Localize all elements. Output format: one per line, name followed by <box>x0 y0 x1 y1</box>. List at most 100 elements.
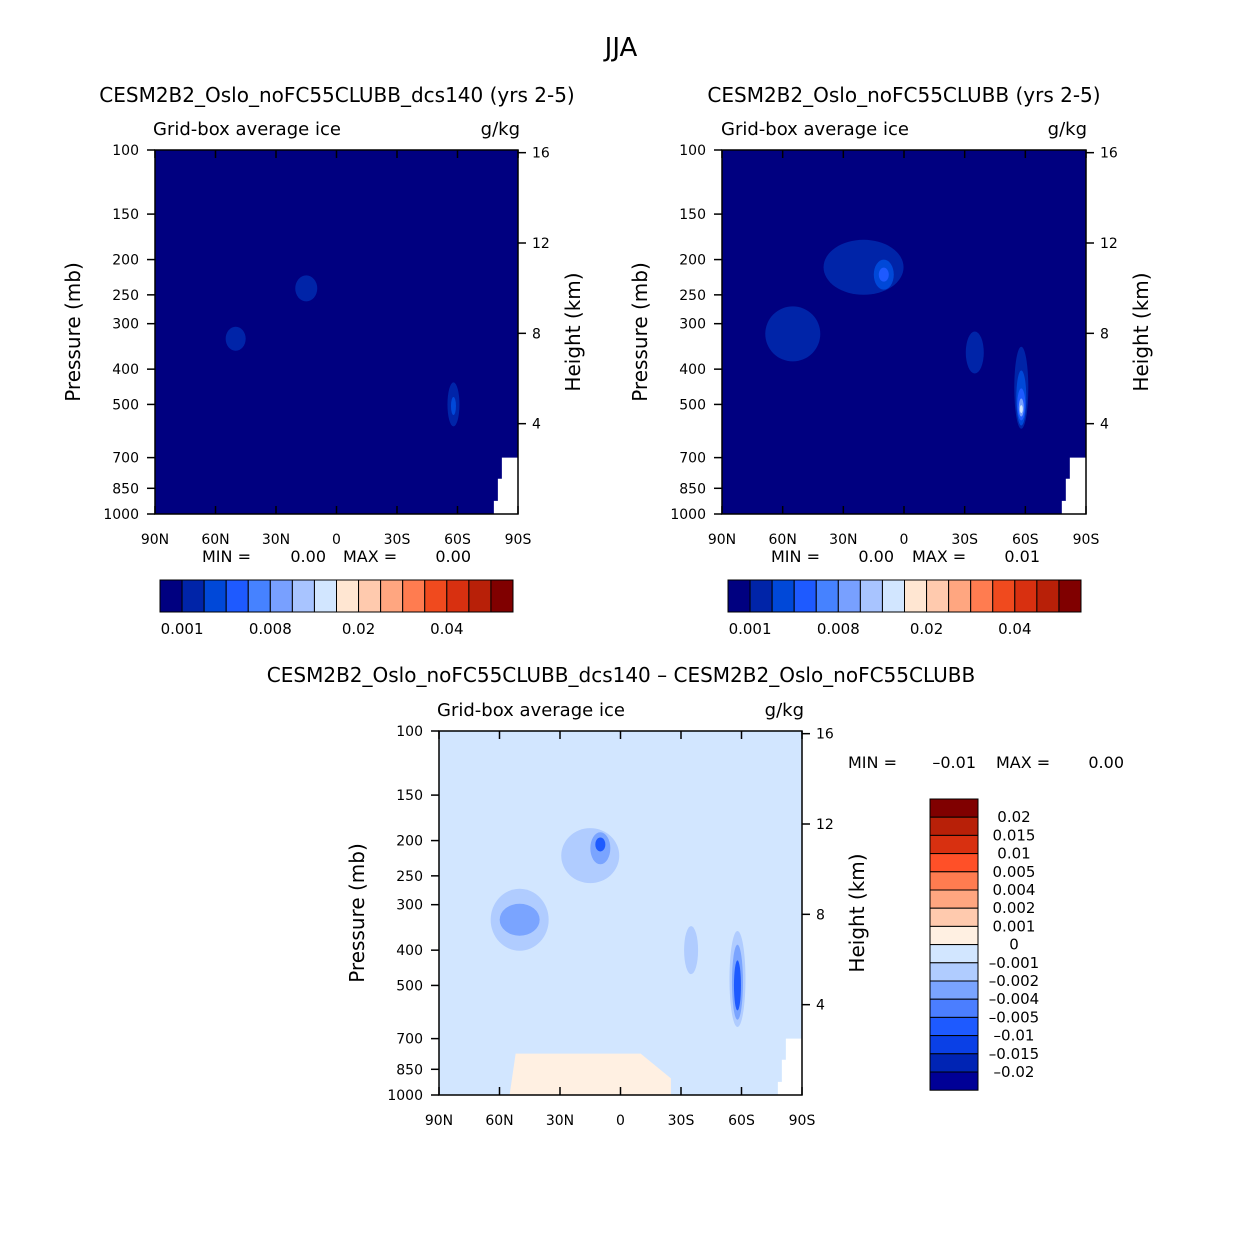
height-tick-label: 8 <box>816 907 825 923</box>
contour-region <box>878 267 889 282</box>
terrain-mask <box>777 1038 802 1095</box>
colorbar-swatch <box>203 579 227 613</box>
panel-3: CESM2B2_Oslo_noFC55CLUBB_dcs140 – CESM2B… <box>267 663 1124 1129</box>
y-tick-label: 700 <box>112 451 139 467</box>
panel-3-plot: 90N 60N 30N 0 30S 60S 90S 100 150 200 250 300 400 500… <box>345 724 869 1129</box>
panel-2-max-value: 0.01 <box>1004 547 1040 566</box>
y-tick-label: 850 <box>112 481 139 497</box>
panel-1-max-value: 0.00 <box>435 547 471 566</box>
colorbar-swatch <box>402 579 426 613</box>
panel-3-title: CESM2B2_Oslo_noFC55CLUBB_dcs140 – CESM2B… <box>267 663 975 687</box>
y-tick-label: 400 <box>679 362 706 378</box>
plot-background <box>155 150 518 514</box>
y-tick-label: 200 <box>112 253 139 269</box>
contour-region <box>595 837 606 852</box>
colorbar-label: –0.015 <box>989 1045 1039 1063</box>
colorbar-swatch <box>749 579 773 613</box>
x-tick-label: 60S <box>444 532 471 548</box>
panel-2-plot: 90N 60N 30N 0 30S 60S 90S 100 150 200 250 300 400 500… <box>628 143 1153 548</box>
y-tick-label: 150 <box>112 207 139 223</box>
y-tick-label: 300 <box>112 317 139 333</box>
colorbar-label: –0.002 <box>989 972 1039 990</box>
colorbar-label: 0.02 <box>910 620 943 638</box>
colorbar-label: 0 <box>1009 936 1019 954</box>
colorbar-swatch <box>225 579 249 613</box>
y-tick-label: 200 <box>396 834 423 850</box>
colorbar-swatch <box>1014 579 1038 613</box>
colorbar-swatch <box>929 1035 979 1055</box>
colorbar-label: 0.004 <box>993 881 1036 899</box>
y-tick-label: 250 <box>679 288 706 304</box>
panel-1-left-label: Grid-box average ice <box>153 119 341 140</box>
colorbar-label: 0.008 <box>249 620 292 638</box>
colorbar-swatch <box>181 579 205 613</box>
panel-2-title: CESM2B2_Oslo_noFC55CLUBB (yrs 2-5) <box>707 83 1100 107</box>
height-tick-label: 12 <box>816 817 834 833</box>
panel-2-left-label: Grid-box average ice <box>721 119 909 140</box>
colorbar-swatch <box>771 579 795 613</box>
x-tick-label: 30N <box>829 532 857 548</box>
colorbar-swatch <box>336 579 360 613</box>
colorbar-swatch <box>948 579 972 613</box>
colorbar-swatch <box>929 944 979 964</box>
terrain-mask <box>493 457 518 514</box>
y-tick-label: 1000 <box>103 507 139 523</box>
colorbar-swatch <box>859 579 883 613</box>
contour-region <box>225 326 246 351</box>
colorbar-swatch <box>929 907 979 927</box>
y-tick-label: 700 <box>396 1032 423 1048</box>
height-tick-label: 8 <box>532 326 541 342</box>
contour-region <box>733 960 741 1011</box>
panel-2-colorbar: 0.001 0.008 0.02 0.04 <box>727 579 1082 638</box>
y-tick-label: 200 <box>679 253 706 269</box>
y-axis-label-right: Height (km) <box>1129 272 1153 391</box>
colorbar-swatch <box>490 579 514 613</box>
x-tick-label: 90S <box>505 532 532 548</box>
colorbar-swatch <box>929 889 979 909</box>
y-tick-label: 100 <box>112 143 139 159</box>
panel-3-max-label: MAX = <box>996 753 1050 772</box>
y-tick-label: 150 <box>679 207 706 223</box>
panel-3-left-label: Grid-box average ice <box>437 700 625 721</box>
colorbar-label: 0.001 <box>729 620 772 638</box>
x-tick-label: 60N <box>485 1113 513 1129</box>
x-tick-label: 90S <box>1073 532 1100 548</box>
colorbar-label: –0.01 <box>994 1027 1035 1045</box>
contour-region <box>684 926 699 975</box>
panel-1-colorbar: 0.001 0.008 0.02 0.04 <box>159 579 514 638</box>
colorbar-swatch <box>904 579 928 613</box>
y-tick-label: 1000 <box>387 1088 423 1104</box>
panel-2: CESM2B2_Oslo_noFC55CLUBB (yrs 2-5) Grid-… <box>628 83 1153 638</box>
y-tick-label: 250 <box>112 288 139 304</box>
panel-3-min-label: MIN = <box>848 753 897 772</box>
colorbar-swatch <box>815 579 839 613</box>
colorbar-swatch <box>881 579 905 613</box>
colorbar-swatch <box>970 579 994 613</box>
y-tick-label: 400 <box>396 943 423 959</box>
panel-1-min-value: 0.00 <box>290 547 326 566</box>
y-axis-label: Pressure (mb) <box>61 262 85 402</box>
y-tick-label: 100 <box>396 724 423 740</box>
panel-3-colorbar: 0.020.0150.010.0050.0040.0020.0010–0.001… <box>929 798 1039 1091</box>
y-axis-label: Pressure (mb) <box>628 262 652 402</box>
colorbar-swatch <box>159 579 183 613</box>
colorbar-swatch <box>1058 579 1082 613</box>
colorbar-label: 0.02 <box>342 620 375 638</box>
colorbar-label: 0.008 <box>817 620 860 638</box>
colorbar-label: 0.002 <box>993 899 1036 917</box>
colorbar-label: 0.02 <box>997 808 1030 826</box>
colorbar-swatch <box>247 579 271 613</box>
panel-1: CESM2B2_Oslo_noFC55CLUBB_dcs140 (yrs 2-5… <box>61 83 585 638</box>
panel-2-max-label: MAX = <box>912 547 966 566</box>
x-tick-label: 30N <box>546 1113 574 1129</box>
x-tick-label: 90N <box>425 1113 453 1129</box>
panel-3-min-value: –0.01 <box>932 753 976 772</box>
colorbar-swatch <box>929 998 979 1018</box>
colorbar-swatch <box>793 579 817 613</box>
colorbar-label: –0.005 <box>989 1008 1039 1026</box>
colorbar-swatch <box>929 980 979 1000</box>
x-tick-label: 30S <box>951 532 978 548</box>
x-tick-label: 60S <box>1012 532 1039 548</box>
contour-region-positive <box>509 1053 671 1095</box>
